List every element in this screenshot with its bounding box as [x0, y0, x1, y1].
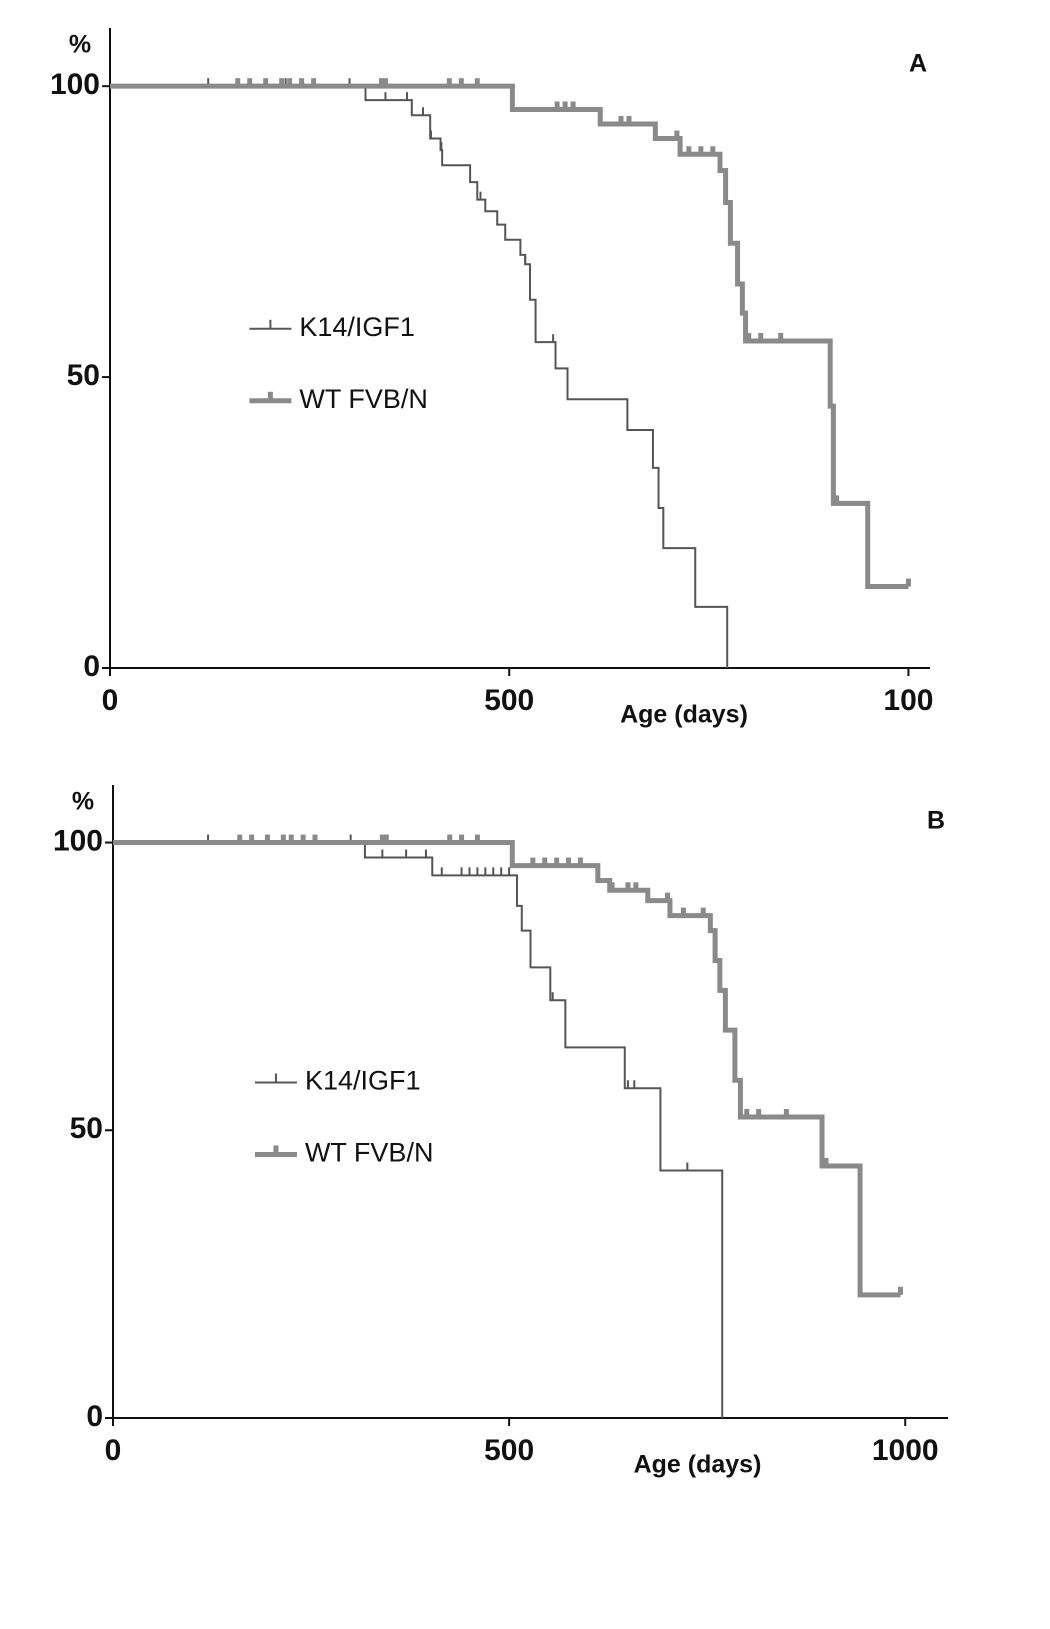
- y-tick-label: 100: [53, 824, 103, 857]
- x-axis-label: Age (days): [634, 1451, 762, 1479]
- legend-label: WT FVB/N: [299, 384, 428, 414]
- survival-line: [113, 841, 724, 1418]
- x-axis-label: Age (days): [620, 701, 748, 729]
- y-axis-label: %: [69, 31, 91, 59]
- legend-label: WT FVB/N: [305, 1138, 434, 1168]
- x-tick-label: 500: [484, 1434, 534, 1467]
- survival-line: [110, 83, 909, 590]
- x-tick-label: 1000: [872, 1434, 939, 1467]
- survival-line: [110, 85, 729, 668]
- panel-label: B: [927, 807, 945, 835]
- y-tick-label: 50: [67, 359, 100, 392]
- y-tick-label: 0: [86, 1400, 103, 1433]
- x-tick-label: 100: [883, 684, 933, 717]
- x-tick-label: 0: [105, 1434, 122, 1467]
- y-tick-label: 0: [83, 650, 100, 683]
- panel-label: A: [909, 50, 927, 78]
- y-tick-label: 50: [70, 1112, 103, 1145]
- x-tick-label: 0: [102, 684, 119, 717]
- legend-label: K14/IGF1: [299, 312, 415, 342]
- y-tick-label: 100: [50, 68, 100, 101]
- legend-label: K14/IGF1: [305, 1066, 421, 1096]
- survival-line: [113, 840, 901, 1298]
- x-tick-label: 500: [484, 684, 534, 717]
- y-axis-label: %: [72, 788, 94, 816]
